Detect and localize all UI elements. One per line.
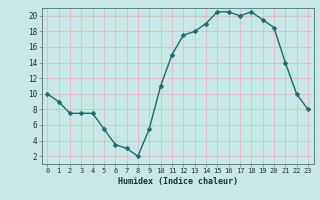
X-axis label: Humidex (Indice chaleur): Humidex (Indice chaleur) <box>118 177 237 186</box>
